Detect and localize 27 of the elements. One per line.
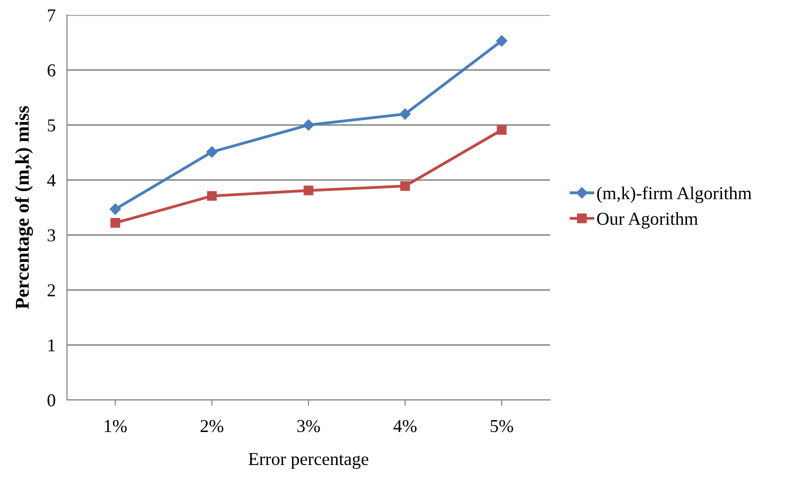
y-tick-label: 7 [48,9,56,22]
point [400,181,410,191]
y-tick-label: 2 [48,284,55,296]
y-tick-label: 5 [48,119,56,132]
legend-label: Our Agorithm [597,212,698,229]
y-tick-label: 6 [48,64,56,76]
x-axis-title: Error percentage [248,453,368,469]
point [110,204,121,215]
x-tick-label: 5% [490,420,514,432]
x-tick-label: 3% [297,420,320,432]
y-axis-title: Percentage of (m,k) miss [14,106,33,310]
x-tick-label: 2% [200,420,224,432]
y-tick-label: 3 [48,229,56,242]
y-tick-label: 0 [48,394,56,406]
legend-label: (m,k)-firm Algorithm [597,186,752,204]
point [207,191,217,201]
y-tick-label: 4 [47,174,56,186]
point [206,146,218,158]
point [496,35,508,46]
point [496,125,507,135]
y-tick-label: 1 [48,339,55,352]
point [304,186,314,196]
x-tick-label: 1% [104,420,127,432]
point [110,218,120,228]
x-tick-label: 4% [393,420,417,432]
point [399,108,411,120]
point [302,119,314,131]
